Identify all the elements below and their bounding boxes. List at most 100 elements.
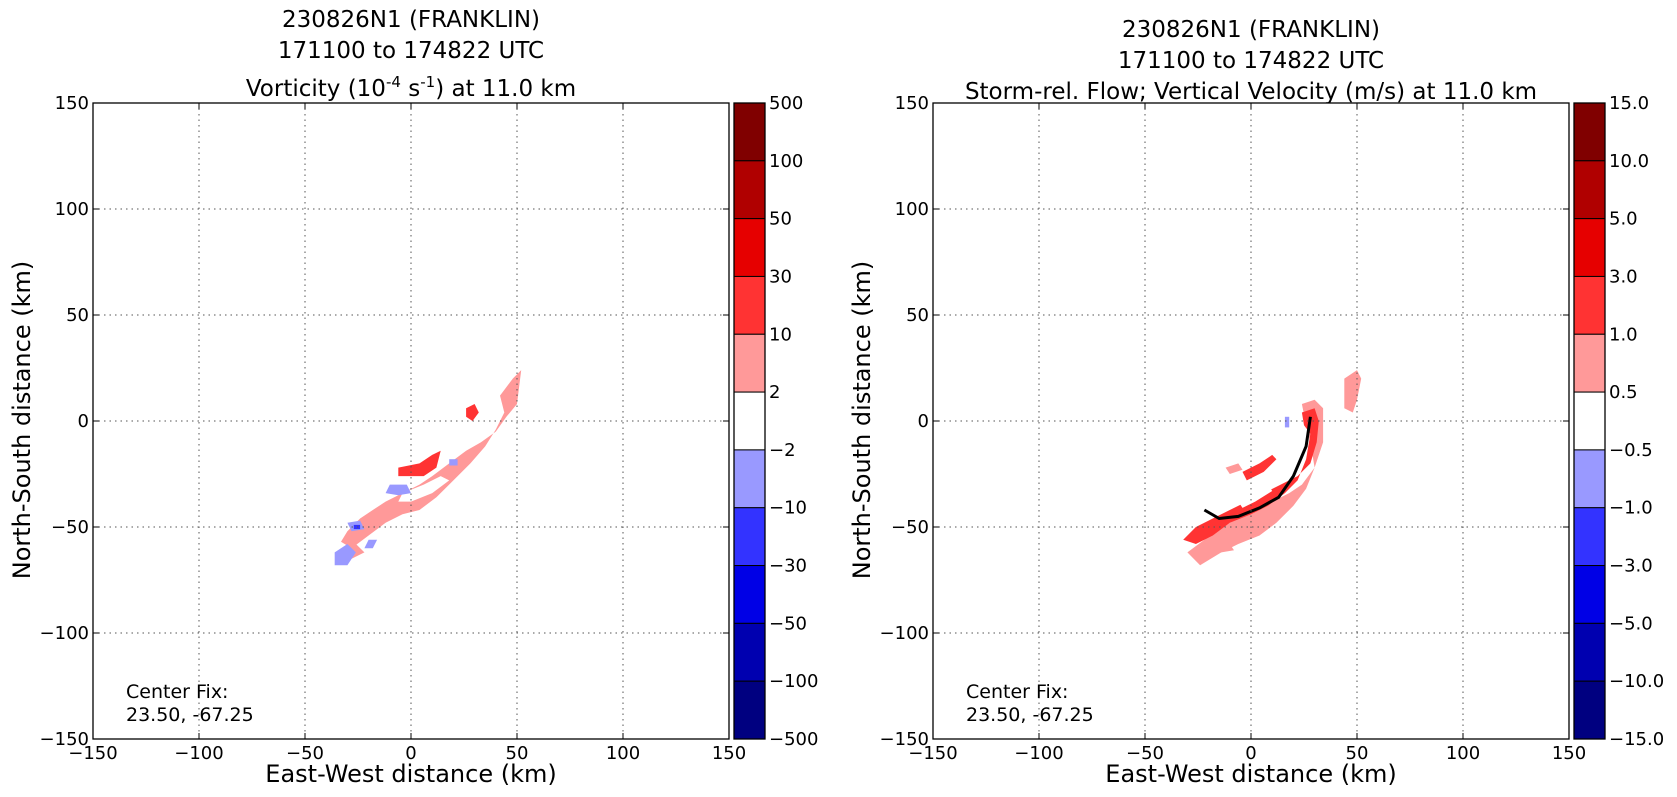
panel1-colorbar-label-11: 500 [769, 93, 803, 114]
panel1-title-exp1: -4 [385, 73, 401, 91]
panel2-colorbar-label-11: 15.0 [1609, 93, 1649, 114]
panel2-colorbar-label-10: 10.0 [1609, 151, 1649, 172]
panel1-colorbar-label-8: 30 [769, 266, 792, 287]
panel2-colorbar-segment-3 [1573, 275, 1606, 335]
panel1-xtick-label-6: 150 [712, 743, 746, 764]
panel1-colorbar-label-10: 100 [769, 151, 803, 172]
panel1-contour-region-2 [398, 476, 450, 502]
panel1-title-part3: ) at 11.0 km [435, 76, 577, 102]
panel1-title-part1: Vorticity (10 [245, 76, 386, 102]
panel1-xtick-label-1: −100 [174, 743, 223, 764]
panel2-xtick-label-3: 0 [1245, 743, 1256, 764]
panel1-ytick-label-6: 150 [55, 93, 89, 114]
panel1-ytick-label-0: −150 [40, 729, 89, 750]
panel1-contour-region-7 [334, 544, 356, 566]
panel1-colorbar-label-1: −100 [769, 671, 818, 692]
panel2-title-line3: Storm-rel. Flow; Vertical Velocity (m/s)… [964, 79, 1538, 105]
panel1-center-fix: Center Fix: 23.50, -67.25 [126, 681, 254, 727]
panel2-ytick-label-2: −50 [891, 517, 929, 538]
panel2-xtick-label-2: −50 [1126, 743, 1164, 764]
panel2-colorbar-segment-5 [1573, 391, 1606, 451]
panel2-ytick-label-6: 150 [895, 93, 929, 114]
panel1-colorbar-label-0: −500 [769, 729, 818, 750]
panel2-ytick-label-5: 100 [895, 199, 929, 220]
panel2-colorbar-label-5: −0.5 [1609, 440, 1653, 461]
panel2-xtick-label-4: 50 [1346, 743, 1369, 764]
panel2-colorbar-label-0: −15.0 [1609, 729, 1664, 750]
panel1-xtick-label-5: 100 [606, 743, 640, 764]
panel1-colorbar-label-4: −10 [769, 498, 807, 519]
panel1-colorbar-label-6: 2 [769, 382, 780, 403]
panel2-colorbar-segment-8 [1573, 565, 1606, 624]
panel1-ytick-label-5: 100 [55, 199, 89, 220]
panel1-xtick-label-2: −50 [286, 743, 324, 764]
panel2-colorbar-segment-1 [1573, 160, 1606, 220]
panel2-contour-region-7 [1284, 416, 1290, 428]
panel2-contour-region-2 [1183, 408, 1319, 544]
panel1-colorbar-segment-7 [733, 507, 766, 567]
panel2-colorbar-label-3: −3.0 [1609, 556, 1653, 577]
panel1-xtick-label-3: 0 [405, 743, 416, 764]
panel2-ytick-label-3: 0 [918, 411, 929, 432]
panel2-colorbar-label-7: 1.0 [1609, 324, 1638, 345]
panel2-colorbar-segment-6 [1573, 449, 1606, 509]
panel1-ytick-label-3: 0 [78, 411, 89, 432]
panel2-contour-region-3 [1242, 454, 1277, 481]
panel1-title-exp2: -1 [420, 73, 436, 91]
panel2-center-fix-value: 23.50, -67.25 [966, 704, 1094, 726]
panel2-xtick-label-5: 100 [1446, 743, 1480, 764]
panel1-ytick-label-4: 50 [66, 305, 89, 326]
panel1-title-line2: 171100 to 174822 UTC [277, 38, 545, 64]
panel1-title-line1: 230826N1 (FRANKLIN) [282, 7, 540, 33]
panel2-ytick-label-1: −100 [880, 623, 929, 644]
panel2-xtick-label-1: −100 [1014, 743, 1063, 764]
panel1-contour-region-0 [341, 370, 522, 549]
panel2-streamline [1203, 416, 1312, 521]
panel1-title-part2: s [400, 76, 421, 102]
panel2-colorbar-segment-0 [1573, 102, 1606, 162]
panel2-colorbar-segment-7 [1573, 507, 1606, 567]
panel1-colorbar-frame [733, 102, 766, 740]
panel1-title-line3: Vorticity (10-4 s-1) at 11.0 km [93, 67, 729, 105]
panel2-ylabel: North-South distance (km) [848, 260, 876, 580]
panel1-contour-region-6 [449, 459, 458, 466]
panel2-colorbar-segment-10 [1573, 680, 1606, 740]
panel1-ytick-label-2: −50 [51, 517, 89, 538]
panel2-center-fix-label: Center Fix: [966, 681, 1069, 703]
panel2-colorbar-label-4: −1.0 [1609, 498, 1653, 519]
panel1-colorbar-segment-4 [733, 333, 766, 393]
panel2-contour-region-4 [1238, 484, 1273, 508]
panel2-ytick-label-0: −150 [880, 729, 929, 750]
panel1-colorbar-label-7: 10 [769, 324, 792, 345]
panel1-contour-region-10 [353, 524, 361, 530]
panel1-ylabel: North-South distance (km) [8, 260, 36, 580]
panel2-contour-region-6 [1225, 463, 1243, 474]
panel2-title-line1: 230826N1 (FRANKLIN) [1122, 17, 1380, 43]
panel1-contour-region-5 [385, 484, 411, 496]
panel1-colorbar-label-9: 50 [769, 209, 792, 230]
panel1-ytick-label-1: −100 [40, 623, 89, 644]
panel1-colorbar-segment-8 [733, 565, 766, 624]
panel1-xtick-label-0: −150 [68, 743, 117, 764]
panel2-colorbar-label-2: −5.0 [1609, 613, 1653, 634]
panel2-colorbar-label-6: 0.5 [1609, 382, 1638, 403]
panel1-colorbar-segment-10 [733, 680, 766, 740]
panel1-contour-region-4 [466, 404, 479, 421]
panel2-colorbar-segment-9 [1573, 622, 1606, 682]
panel1-colorbar-segment-6 [733, 449, 766, 509]
panel2-colorbar-segment-4 [1573, 333, 1606, 393]
panel2-colorbar-label-1: −10.0 [1609, 671, 1664, 692]
panel1-colorbar-label-5: −2 [769, 440, 796, 461]
panel1-xlabel: East-West distance (km) [265, 760, 557, 788]
panel1-colorbar-label-2: −50 [769, 613, 807, 634]
panel2-xtick-label-0: −150 [908, 743, 957, 764]
panel1-contour-region-3 [398, 450, 441, 477]
panel2-contour-region-5 [1344, 370, 1362, 413]
panel2-colorbar-label-8: 3.0 [1609, 266, 1638, 287]
panel1-center-fix-value: 23.50, -67.25 [126, 704, 254, 726]
panel2-title-line2: 171100 to 174822 UTC [1117, 48, 1385, 74]
panel2-colorbar-frame [1573, 102, 1606, 740]
panel2-xtick-label-6: 150 [1552, 743, 1586, 764]
panel2-xlabel: East-West distance (km) [1105, 760, 1397, 788]
